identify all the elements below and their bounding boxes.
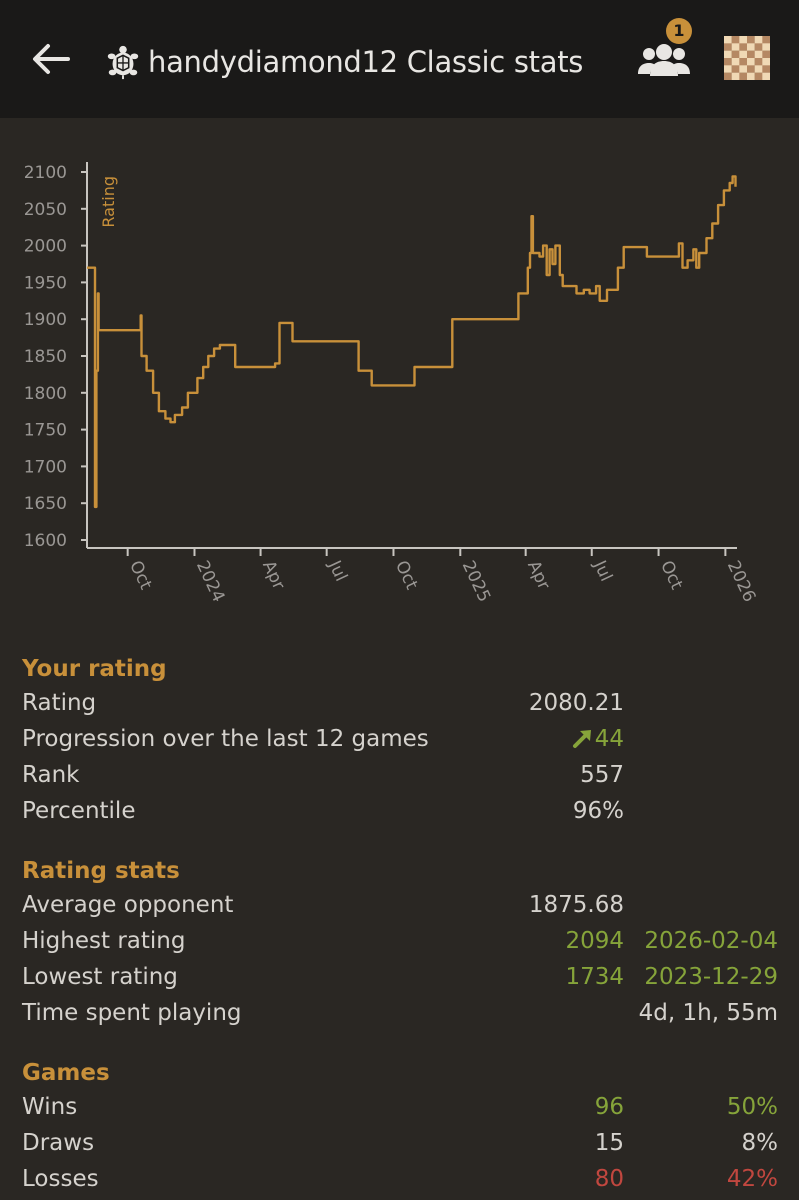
rating-stats-heading: Rating stats [22, 858, 180, 884]
average-opponent-label: Average opponent [22, 892, 234, 918]
page-title-text: handydiamond12 Classic stats [148, 45, 584, 79]
stat-row-lowest: Lowest rating 1734 2023-12-29 [22, 964, 782, 998]
y-tick-label: 2100 [24, 163, 67, 183]
chessboard-icon[interactable] [724, 36, 770, 80]
wins-percent: 50% [726, 1094, 778, 1120]
losses-value: 80 [594, 1166, 624, 1192]
y-tick-label: 1800 [24, 384, 67, 404]
rating-chart: 2100 2050 2000 1950 1900 1850 1800 1750 1700 1650… [0, 118, 799, 618]
stat-row-average-opponent: Average opponent 1875.68 [22, 892, 782, 926]
stat-row-wins: Wins 96 50% [22, 1094, 782, 1128]
lowest-rating-value: 1734 [565, 964, 624, 990]
y-tick-label: 2050 [24, 200, 67, 220]
progression-value-wrap: 44 [572, 726, 624, 752]
y-tick-label: 1900 [24, 310, 67, 330]
time-spent-value: 4d, 1h, 55m [638, 1000, 778, 1026]
x-tick-label: Jul [324, 557, 351, 585]
rank-label: Rank [22, 762, 80, 788]
rating-chart-svg: 2100 2050 2000 1950 1900 1850 1800 1750 1700 1650… [24, 162, 759, 606]
x-tick-label: Apr [258, 558, 289, 593]
x-tick-label: Oct [656, 558, 687, 593]
losses-label: Losses [22, 1166, 99, 1192]
page-title: handydiamond12 Classic stats [104, 36, 620, 88]
x-tick-label: Jul [589, 557, 616, 585]
draws-label: Draws [22, 1130, 95, 1156]
stat-row-percentile: Percentile 96% [22, 798, 782, 832]
x-tick-label: Apr [523, 558, 554, 593]
draws-value: 15 [594, 1130, 624, 1156]
y-tick-label: 1600 [24, 531, 67, 551]
people-icon[interactable] [636, 30, 692, 86]
x-tick-label: 2024 [192, 558, 228, 606]
rating-label: Rating [22, 690, 97, 716]
stat-row-rank: Rank 557 [22, 762, 782, 796]
stat-row-losses: Losses 80 42% [22, 1166, 782, 1200]
turtle-icon [107, 45, 139, 80]
average-opponent-value: 1875.68 [528, 892, 624, 918]
time-spent-label: Time spent playing [22, 1000, 242, 1026]
stat-row-time-spent: Time spent playing 4d, 1h, 55m [22, 1000, 782, 1034]
stat-row-rating: Rating 2080.21 [22, 690, 782, 724]
x-tick-label: Oct [125, 558, 156, 593]
games-heading: Games [22, 1060, 110, 1086]
progression-label: Progression over the last 12 games [22, 726, 429, 752]
percentile-label: Percentile [22, 798, 136, 824]
y-tick-label: 1650 [24, 494, 67, 514]
wins-label: Wins [22, 1094, 78, 1120]
y-tick-label: 1950 [24, 273, 67, 293]
y-tick-label: 2000 [24, 237, 67, 257]
y-tick-label: 1850 [24, 347, 67, 367]
friends-badge: 1 [666, 18, 692, 44]
y-tick-label: 1700 [24, 457, 67, 477]
percentile-value: 96% [572, 798, 624, 824]
rank-value: 557 [580, 762, 624, 788]
stat-row-draws: Draws 15 8% [22, 1130, 782, 1164]
x-tick-label: Oct [391, 558, 422, 593]
highest-rating-value: 2094 [565, 928, 624, 954]
y-axis-title: Rating [99, 176, 118, 228]
stat-row-progression: Progression over the last 12 games 44 [22, 726, 782, 760]
progression-value: 44 [594, 726, 624, 752]
lowest-rating-label: Lowest rating [22, 964, 178, 990]
highest-rating-label: Highest rating [22, 928, 186, 954]
arrow-left-icon[interactable] [28, 36, 74, 82]
x-tick-label: 2026 [723, 558, 759, 606]
rating-series-line [87, 175, 737, 509]
y-tick-label: 1750 [24, 421, 67, 441]
top-app-bar: handydiamond12 Classic stats 1 [0, 0, 799, 118]
lowest-rating-date[interactable]: 2023-12-29 [644, 964, 778, 990]
wins-value: 96 [594, 1094, 624, 1120]
arrow-up-right-icon [572, 730, 591, 748]
rating-value: 2080.21 [528, 690, 624, 716]
stat-row-highest: Highest rating 2094 2026-02-04 [22, 928, 782, 962]
x-tick-label: 2025 [458, 558, 494, 606]
draws-percent: 8% [741, 1130, 779, 1156]
losses-percent: 42% [726, 1166, 778, 1192]
your-rating-heading: Your rating [22, 656, 167, 682]
highest-rating-date[interactable]: 2026-02-04 [644, 928, 778, 954]
